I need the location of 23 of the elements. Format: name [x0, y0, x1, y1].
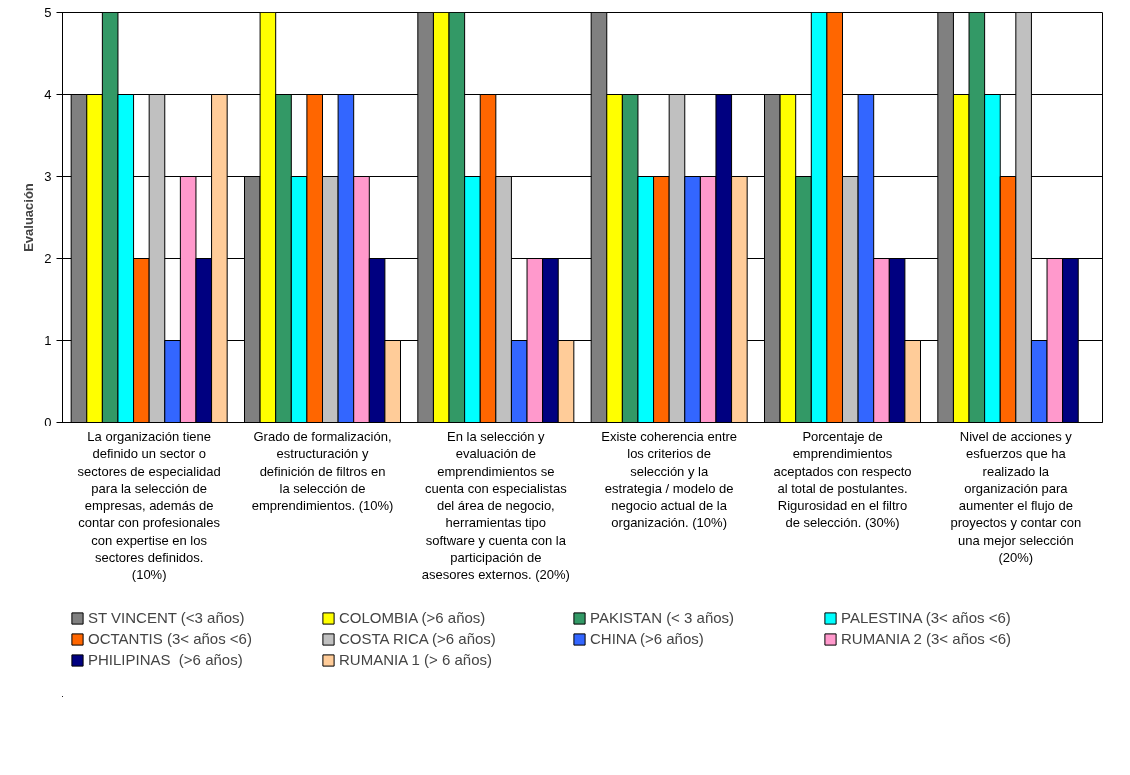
- y-tick-label: 1: [44, 333, 52, 348]
- legend-label: COLOMBIA (>6 años): [339, 609, 487, 626]
- y-tick-label: 5: [44, 5, 52, 20]
- legend-label: RUMANIA 1 (> 6 años): [339, 651, 493, 668]
- legend-label: PHILIPINAS (>6 años): [88, 651, 244, 668]
- x-tick-label: Nivel de acciones y esfuerzos que ha realizado la organización para aumenter el flujo de proyectos y contar con una mejor selección (20%): [950, 429, 1082, 565]
- x-tick-label: Existe coherencia entre los criterios de selección y la estrategia / modelo de negocio actual de la organización. (10%): [601, 429, 738, 531]
- x-tick-label: Grado de formalización, estructuración y definición de filtros en la selección de emprendimientos. (10%): [251, 429, 394, 514]
- category-label: La organización tiene definido un sector o sectores de especialidad para la selección de empresas, además de contar con profesionales con expertise en los sectores definidos. (10%): [77, 429, 221, 583]
- y-axis-title: Evaluación: [21, 183, 37, 252]
- y-tick-label: 4: [44, 87, 52, 102]
- legend-label: ST VINCENT (<3 años): [88, 609, 246, 626]
- y-tick-label: 3: [44, 169, 52, 184]
- y-tick-label: 0: [44, 414, 52, 430]
- legend-label: RUMANIA 2 (3< años <6): [841, 630, 1013, 647]
- legend-label: COSTA RICA (>6 años): [339, 630, 497, 647]
- legend-label: CHINA (>6 años): [590, 630, 705, 647]
- category-label: En la selección y evaluación de emprendimientos se cuenta con especialistas del área de negocio, herramientas tipo software y cuenta con la participación de asesores externos. (20%): [421, 429, 570, 583]
- y-tick-label: 2: [44, 251, 52, 266]
- legend-label: PALESTINA (3< años <6): [841, 609, 1012, 626]
- x-tick-label: Porcentaje de emprendimientos aceptados con respecto al total de postulantes. Rigurosidad en el filtro de selección. (30%): [773, 429, 912, 531]
- legend-label: OCTANTIS (3< años <6): [88, 630, 253, 647]
- legend-label: PAKISTAN (< 3 años): [590, 609, 736, 626]
